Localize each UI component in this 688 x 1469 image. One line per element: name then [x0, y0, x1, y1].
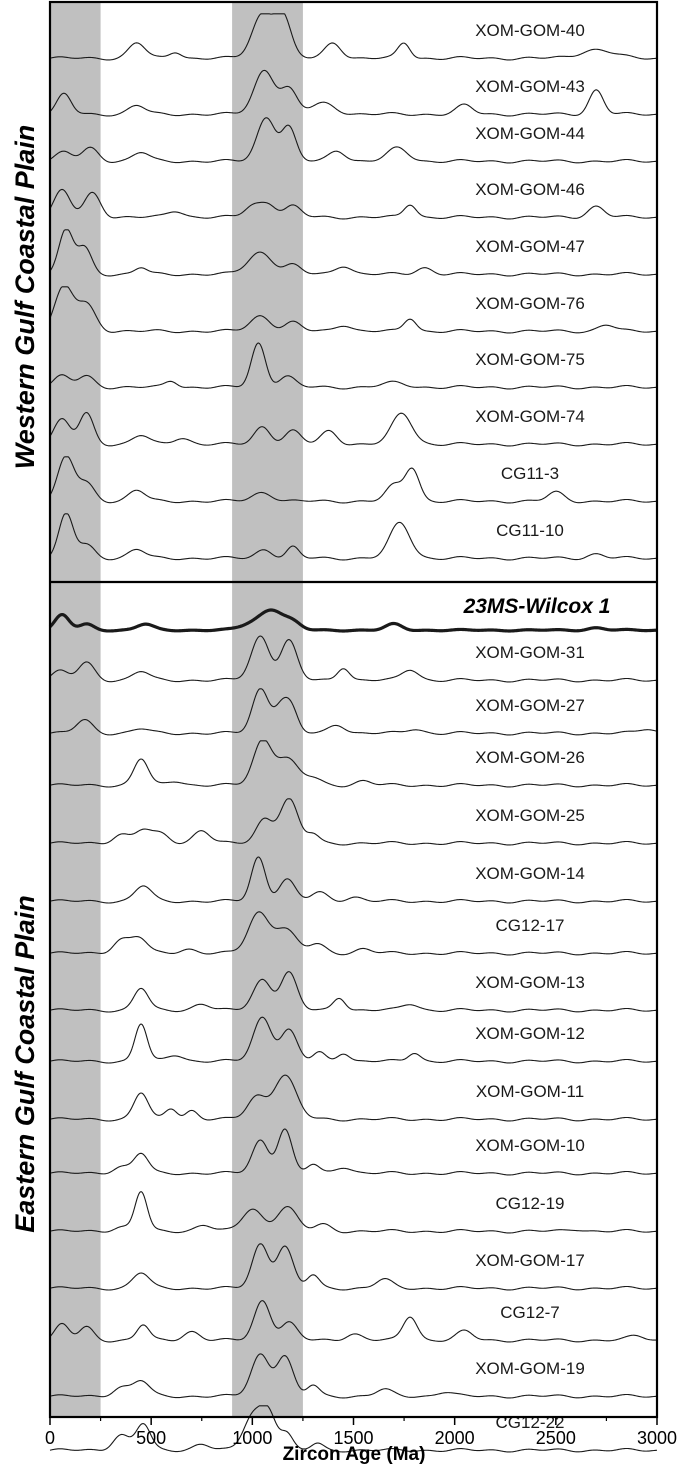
pdp-curve-xom-gom-46 [49, 188, 658, 220]
pdp-curve-xom-gom-27 [49, 688, 658, 736]
x-tick-label-2500: 2500 [536, 1428, 576, 1448]
sample-label-cg12-17: CG12-17 [496, 916, 565, 935]
pdp-curve-cg12-7 [49, 1300, 657, 1343]
shaded-age-band-2 [232, 2, 303, 1417]
pdp-curve-xom-gom-47 [49, 229, 658, 277]
x-tick-label-3000: 3000 [637, 1428, 677, 1448]
sample-label-xom-gom-74: XOM-GOM-74 [475, 407, 585, 426]
x-tick-label-1000: 1000 [232, 1428, 272, 1448]
pdp-curve-xom-gom-10 [49, 1128, 658, 1176]
age-probability-curves [48, 13, 658, 1453]
x-tick-label-500: 500 [136, 1428, 166, 1448]
sample-label-xom-gom-17: XOM-GOM-17 [475, 1251, 585, 1270]
sample-label-xom-gom-27: XOM-GOM-27 [475, 696, 585, 715]
pdp-curve-xom-gom-43 [49, 69, 658, 117]
sample-label-cg12-19: CG12-19 [496, 1194, 565, 1213]
sample-label-cg12-7: CG12-7 [500, 1303, 560, 1322]
pdp-curve-cg11-10 [49, 513, 658, 561]
sample-label-xom-gom-13: XOM-GOM-13 [475, 973, 585, 992]
sample-label-xom-gom-75: XOM-GOM-75 [475, 350, 585, 369]
sample-label-xom-gom-12: XOM-GOM-12 [475, 1024, 585, 1043]
western-region-title: Western Gulf Coastal Plain [10, 125, 40, 470]
pdp-curve-xom-gom-74 [49, 411, 658, 447]
sample-label-cg11-3: CG11-3 [501, 464, 559, 483]
sample-labels: XOM-GOM-40 XOM-GOM-43 XOM-GOM-44 XOM-GOM-46… [463, 21, 611, 1432]
sample-label-xom-gom-10: XOM-GOM-10 [475, 1136, 585, 1155]
x-tick-label-2000: 2000 [435, 1428, 475, 1448]
pdp-curve-xom-gom-13 [49, 971, 658, 1013]
eastern-region-title: Eastern Gulf Coastal Plain [10, 895, 40, 1233]
pdp-curve-xom-gom-25 [49, 798, 658, 846]
pdp-curve-xom-gom-19 [49, 1353, 658, 1399]
x-tick-label-0: 0 [45, 1428, 55, 1448]
sample-label-23ms-wilcox-1: 23MS-Wilcox 1 [463, 595, 611, 618]
sample-label-cg11-10: CG11-10 [496, 521, 564, 540]
pdp-curve-xom-gom-40 [49, 13, 658, 61]
pdp-curve-xom-gom-44 [49, 117, 658, 164]
sample-label-xom-gom-47: XOM-GOM-47 [475, 237, 585, 256]
shaded-age-bands [50, 2, 303, 1417]
shaded-age-band-1 [50, 2, 101, 1417]
sample-label-xom-gom-76: XOM-GOM-76 [475, 294, 585, 313]
pdp-curve-xom-gom-26 [49, 740, 658, 788]
sample-label-xom-gom-44: XOM-GOM-44 [475, 124, 585, 143]
pdp-curve-cg12-19 [49, 1191, 658, 1234]
pdp-curve-cg12-17 [49, 911, 658, 956]
sample-label-xom-gom-19: XOM-GOM-19 [475, 1359, 585, 1378]
x-tick-label-1500: 1500 [333, 1428, 373, 1448]
pdp-curve-xom-gom-14 [49, 856, 658, 904]
pdp-curve-xom-gom-17 [49, 1243, 658, 1291]
pdp-curve-xom-gom-75 [49, 342, 658, 390]
pdp-curve-cg11-3 [49, 456, 658, 504]
sample-label-xom-gom-40: XOM-GOM-40 [475, 21, 585, 40]
sample-label-xom-gom-43: XOM-GOM-43 [475, 77, 585, 96]
sample-label-xom-gom-31: XOM-GOM-31 [475, 643, 585, 662]
pdp-curve-xom-gom-31 [49, 635, 658, 683]
pdp-curve-xom-gom-11 [49, 1074, 658, 1122]
x-axis: 0 500 1000 1500 2000 2500 3000 [45, 1417, 677, 1448]
sample-label-xom-gom-25: XOM-GOM-25 [475, 806, 585, 825]
pdp-curve-23ms-wilcox-1 [48, 608, 658, 633]
pdp-curve-cg12-22 [49, 1405, 658, 1453]
pdp-curve-xom-gom-12 [49, 1016, 658, 1064]
sample-label-xom-gom-46: XOM-GOM-46 [475, 180, 585, 199]
sample-label-xom-gom-11: XOM-GOM-11 [476, 1082, 584, 1101]
sample-label-xom-gom-26: XOM-GOM-26 [475, 748, 585, 767]
x-axis-title: Zircon Age (Ma) [283, 1444, 426, 1465]
sample-label-xom-gom-14: XOM-GOM-14 [475, 864, 585, 883]
pdp-curve-xom-gom-76 [49, 286, 658, 334]
